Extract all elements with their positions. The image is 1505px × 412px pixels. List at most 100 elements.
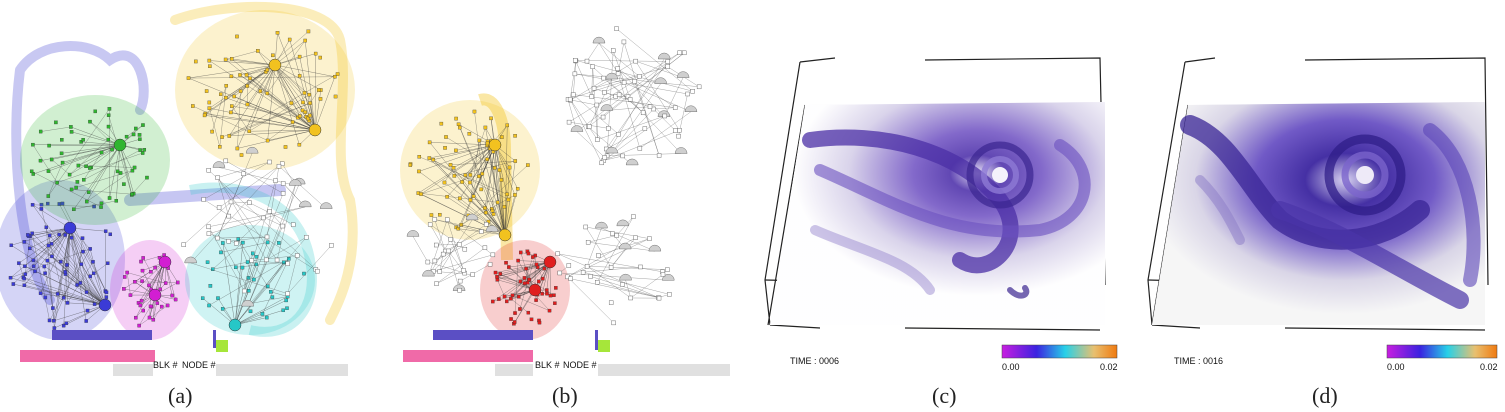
graph-node	[502, 294, 507, 299]
graph-node	[497, 168, 502, 172]
graph-node	[93, 109, 97, 114]
graph-node	[50, 254, 54, 259]
graph-node	[335, 72, 340, 76]
gray-edges	[567, 28, 700, 166]
gray-node	[632, 79, 637, 84]
hub-node	[543, 255, 557, 269]
graph-node	[136, 301, 141, 305]
graph-node	[510, 293, 515, 298]
panel-c-volume: TIME : 0006 0.00 0.02	[760, 50, 1125, 380]
graph-node	[61, 296, 66, 300]
gray-node	[620, 282, 625, 287]
graph-node	[427, 140, 432, 145]
graph-node	[439, 121, 444, 126]
gray-node	[606, 126, 611, 131]
gray-node	[206, 231, 212, 236]
graph-node	[131, 132, 136, 137]
blk-bar-purple	[433, 330, 533, 340]
graph-node	[251, 251, 255, 256]
graph-node	[155, 301, 160, 305]
graph-node	[219, 92, 223, 96]
graph-node	[489, 116, 493, 121]
caption-c: (c)	[932, 383, 957, 408]
gray-node	[602, 90, 607, 95]
graph-node	[137, 323, 141, 328]
gray-node	[280, 191, 286, 196]
graph-node	[306, 29, 311, 34]
gray-node	[261, 215, 266, 221]
graph-node	[202, 113, 207, 118]
gray-node	[616, 132, 621, 137]
hub-node	[158, 255, 172, 269]
gray-node	[696, 84, 702, 90]
graph-node	[52, 319, 56, 323]
graph-node	[69, 187, 74, 192]
gray-node	[457, 278, 463, 284]
graph-node	[417, 169, 421, 174]
gray-node	[274, 257, 280, 263]
gray-node	[490, 252, 496, 258]
graph-node	[103, 229, 108, 233]
graph-node	[134, 315, 138, 320]
gray-half-node	[684, 105, 698, 112]
graph-node	[141, 308, 145, 313]
graph-node	[271, 53, 275, 58]
graph-node	[548, 293, 553, 298]
graph-node	[218, 145, 222, 149]
graph-node	[235, 34, 239, 39]
graph-node	[216, 296, 220, 300]
gray-node	[206, 168, 211, 173]
volume-c-svg	[764, 57, 1118, 359]
graph-node	[265, 240, 270, 245]
graph-node	[134, 126, 138, 131]
gray-node	[672, 105, 678, 110]
graph-node	[224, 84, 228, 88]
graph-node	[552, 293, 556, 297]
gray-node	[315, 268, 320, 274]
graph-node	[194, 59, 198, 64]
graph-node	[38, 291, 43, 295]
graph-node	[42, 264, 47, 269]
gray-node	[656, 295, 662, 301]
graph-node	[59, 151, 64, 156]
graph-node	[505, 299, 509, 304]
graph-node	[283, 145, 288, 149]
gray-node	[291, 222, 296, 227]
graph-node	[230, 104, 234, 108]
gray-node	[241, 171, 246, 177]
gray-half-node	[605, 146, 618, 154]
gray-node	[615, 66, 620, 71]
gray-node	[601, 75, 606, 81]
hub-node	[98, 298, 112, 312]
graph-node	[303, 110, 307, 114]
graph-node	[9, 243, 13, 248]
gray-node	[640, 110, 646, 116]
caption-a: (a)	[168, 383, 193, 408]
graph-node	[191, 104, 195, 108]
graph-node	[452, 174, 457, 178]
graph-node	[38, 158, 43, 163]
gray-node	[584, 263, 590, 269]
gray-node	[651, 106, 656, 112]
gray-node	[470, 272, 475, 277]
graph-node	[518, 307, 522, 311]
graph-node	[502, 205, 507, 209]
gray-node	[567, 96, 573, 102]
graph-node	[507, 165, 512, 170]
graph-node	[205, 260, 210, 264]
graph-node	[247, 129, 251, 133]
graph-node	[307, 92, 311, 97]
graph-node	[504, 261, 508, 265]
gray-half-node	[570, 125, 584, 132]
graph-node	[318, 97, 323, 101]
graph-node	[287, 257, 291, 261]
graph-node	[513, 193, 517, 197]
graph-node	[509, 317, 513, 321]
gray-node	[568, 276, 573, 281]
graph-node	[238, 73, 242, 77]
gray-node	[596, 253, 601, 258]
graph-node	[540, 292, 544, 296]
graph-node	[45, 258, 50, 263]
gray-node	[587, 124, 592, 129]
hub-node	[63, 221, 77, 235]
